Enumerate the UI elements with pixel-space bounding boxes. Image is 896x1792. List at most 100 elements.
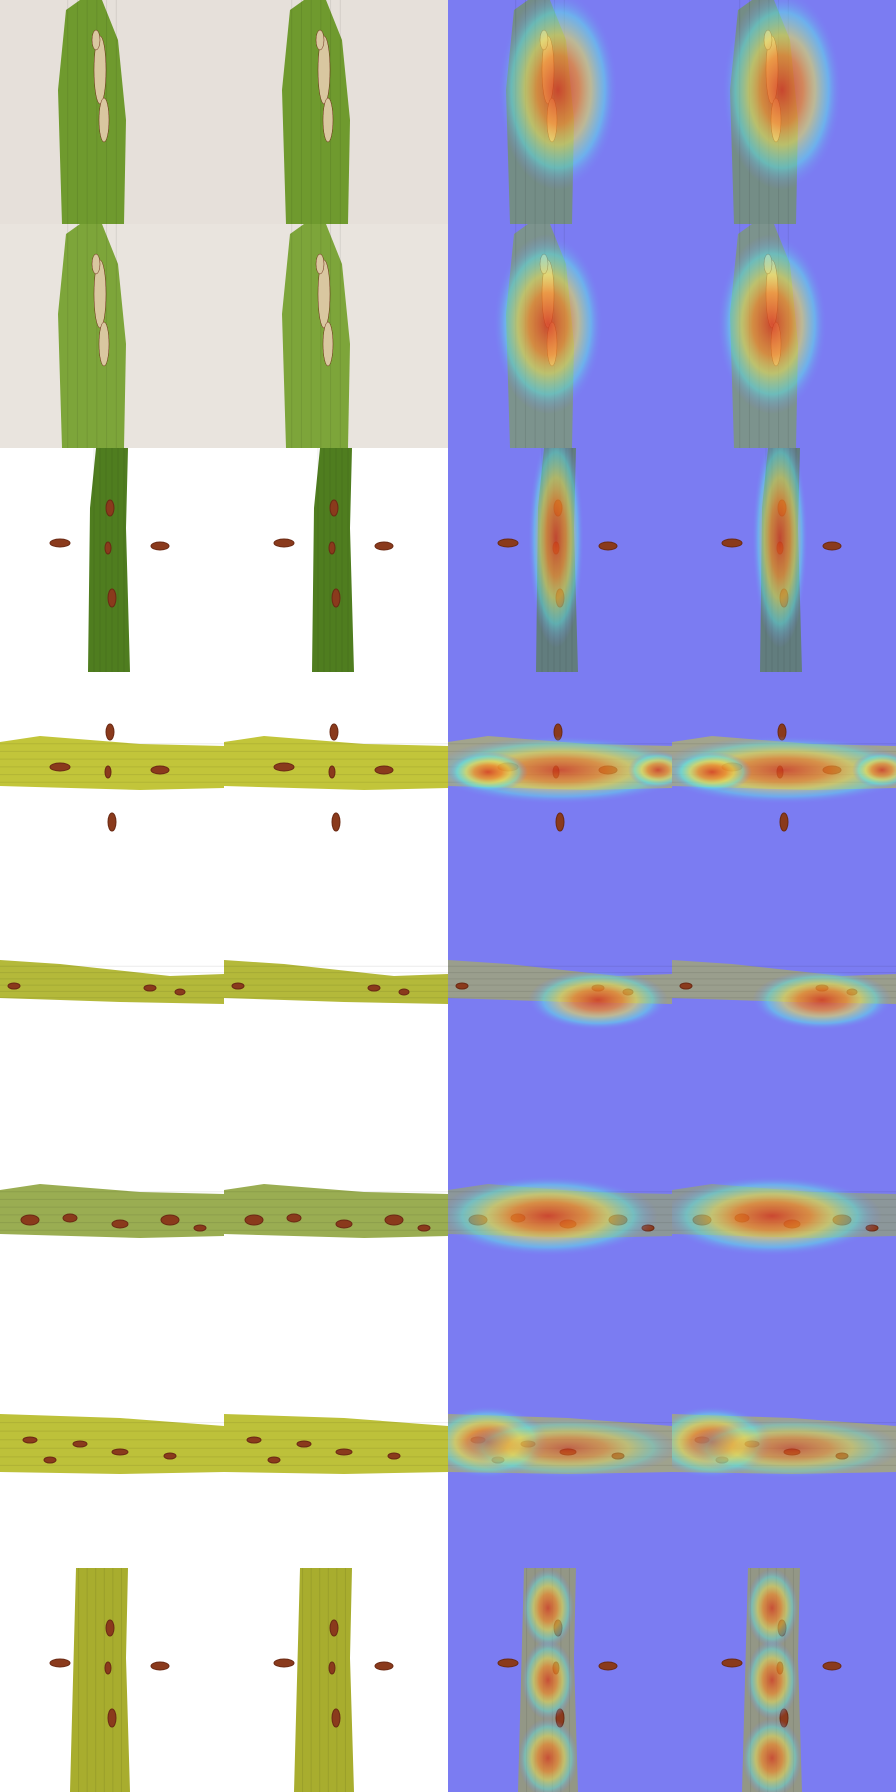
lesion-spot — [273, 762, 295, 772]
leaf-image — [0, 1568, 224, 1792]
lesion-spot — [107, 812, 117, 832]
lesion-spot — [107, 588, 117, 608]
heat-blob — [448, 1176, 658, 1256]
lesion-spot — [598, 541, 618, 551]
heat-blob — [498, 0, 618, 190]
lesion-spot — [322, 97, 334, 143]
heatmap-overlay-image — [448, 896, 672, 1120]
leaf-image — [0, 0, 224, 224]
lesion-spot — [417, 1224, 431, 1232]
lesion-spot — [7, 982, 21, 990]
lesion-spot — [72, 1440, 88, 1448]
lesion-spot — [387, 1452, 401, 1460]
lesion-spot — [317, 259, 331, 329]
heatmap-overlay-image — [672, 224, 896, 448]
leaf-image — [0, 224, 224, 448]
lesion-spot — [143, 984, 157, 992]
image-row — [0, 448, 896, 672]
lesion-spot — [331, 812, 341, 832]
leaf-image — [0, 672, 224, 896]
lesion-spot — [679, 982, 693, 990]
lesion-spot — [91, 29, 101, 51]
heatmap-overlay-image — [448, 1120, 672, 1344]
lesion-spot — [315, 29, 325, 51]
leaf-image — [0, 0, 224, 224]
lesion-spot — [335, 1219, 353, 1229]
lesion-spot — [384, 1214, 404, 1226]
leaf-image — [0, 896, 224, 1120]
leaf-image — [224, 0, 448, 224]
leaf-image — [0, 672, 224, 896]
heatmap-overlay-image — [448, 448, 672, 672]
lesion-spot — [331, 1708, 341, 1728]
leaf-image — [224, 672, 448, 896]
lesion-spot — [49, 538, 71, 548]
heatmap-overlay-image — [448, 0, 672, 224]
heatmap-overlay-image — [672, 672, 896, 896]
lesion-spot — [779, 812, 789, 832]
heat-blob — [528, 448, 584, 648]
heat-blob — [752, 970, 892, 1030]
leaf-image — [224, 224, 448, 448]
leaf-image — [224, 224, 448, 448]
lesion-spot — [20, 1214, 40, 1226]
lesion-spot — [49, 762, 71, 772]
lesion-spot — [497, 1658, 519, 1668]
lesion-spot — [244, 1214, 264, 1226]
leaf-image — [0, 224, 224, 448]
heatmap-overlay-image — [672, 1344, 896, 1568]
heatmap-overlay-image — [448, 448, 672, 672]
leaf-image — [224, 448, 448, 672]
heatmap-overlay-image — [672, 224, 896, 448]
heatmap-overlay-image — [672, 672, 896, 896]
lesion-spot — [286, 1213, 302, 1223]
image-row — [0, 224, 896, 448]
leaf-image — [0, 448, 224, 672]
lesion-spot — [822, 1661, 842, 1671]
heat-blob — [518, 1718, 578, 1792]
lesion-spot — [231, 982, 245, 990]
heatmap-overlay-image — [448, 896, 672, 1120]
heat-blob — [672, 1176, 882, 1256]
lesion-spot — [721, 1658, 743, 1668]
lesion-spot — [315, 253, 325, 275]
lesion-spot — [104, 765, 112, 779]
heatmap-overlay-image — [448, 1568, 672, 1792]
lesion-spot — [105, 499, 115, 517]
heatmap-overlay-image — [672, 1344, 896, 1568]
leaf-image — [0, 1344, 224, 1568]
lesion-spot — [49, 1658, 71, 1668]
lesion-spot — [98, 321, 110, 367]
leaf-image — [224, 1120, 448, 1344]
lesion-spot — [160, 1214, 180, 1226]
lesion-spot — [150, 1661, 170, 1671]
heatmap-overlay-image — [448, 672, 672, 896]
lesion-spot — [335, 1448, 353, 1456]
lesion-spot — [497, 538, 519, 548]
image-row — [0, 1120, 896, 1344]
heat-blob — [672, 752, 752, 792]
lesion-spot — [374, 541, 394, 551]
leaf-image — [0, 1120, 224, 1344]
leaf-image — [224, 896, 448, 1120]
leaf-image — [0, 1344, 224, 1568]
heatmap-overlay-image — [672, 0, 896, 224]
heat-blob — [742, 1718, 802, 1792]
leaf-image — [224, 448, 448, 672]
lesion-spot — [317, 35, 331, 105]
heat-blob — [682, 1418, 896, 1478]
lesion-spot — [193, 1224, 207, 1232]
heatmap-overlay-image — [448, 672, 672, 896]
lesion-spot — [328, 1661, 336, 1675]
lesion-spot — [91, 253, 101, 275]
heat-blob — [746, 1640, 798, 1720]
leaf-image — [0, 448, 224, 672]
heat-blob — [722, 0, 842, 190]
lesion-spot — [107, 1708, 117, 1728]
heatmap-overlay-image — [448, 1120, 672, 1344]
lesion-spot — [598, 1661, 618, 1671]
heat-blob — [628, 752, 672, 788]
lesion-spot — [163, 1452, 177, 1460]
heatmap-overlay-image — [672, 1568, 896, 1792]
